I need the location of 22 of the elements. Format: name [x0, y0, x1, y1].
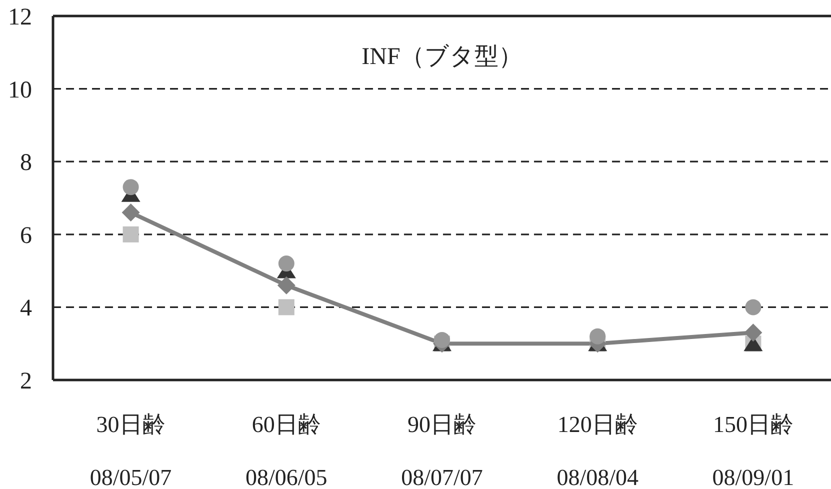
y-tick-label: 8	[20, 150, 32, 176]
point	[122, 226, 139, 242]
text: INF（ブタ型）	[360, 43, 524, 71]
point	[590, 328, 606, 344]
category-label: 120日齢 08/08/04	[556, 412, 638, 489]
point	[122, 179, 139, 196]
point	[744, 324, 762, 342]
y-tick-label: 4	[20, 296, 32, 322]
category-label: 30日齢 08/05/07	[90, 412, 172, 489]
category-label: 60日齢 08/06/05	[246, 412, 328, 489]
y-tick-label: 2	[20, 368, 32, 395]
category-label: 150日齢 08/09/01	[712, 412, 794, 489]
point	[745, 299, 762, 316]
y-tick-label: 6	[20, 222, 32, 249]
category-label: 90日齢 08/07/07	[401, 412, 483, 489]
point	[277, 276, 296, 294]
point	[122, 204, 140, 222]
point	[434, 332, 450, 348]
y-tick-label: 10	[8, 77, 32, 104]
y-tick-label: 12	[8, 4, 32, 31]
point	[278, 299, 294, 316]
point	[278, 256, 294, 272]
